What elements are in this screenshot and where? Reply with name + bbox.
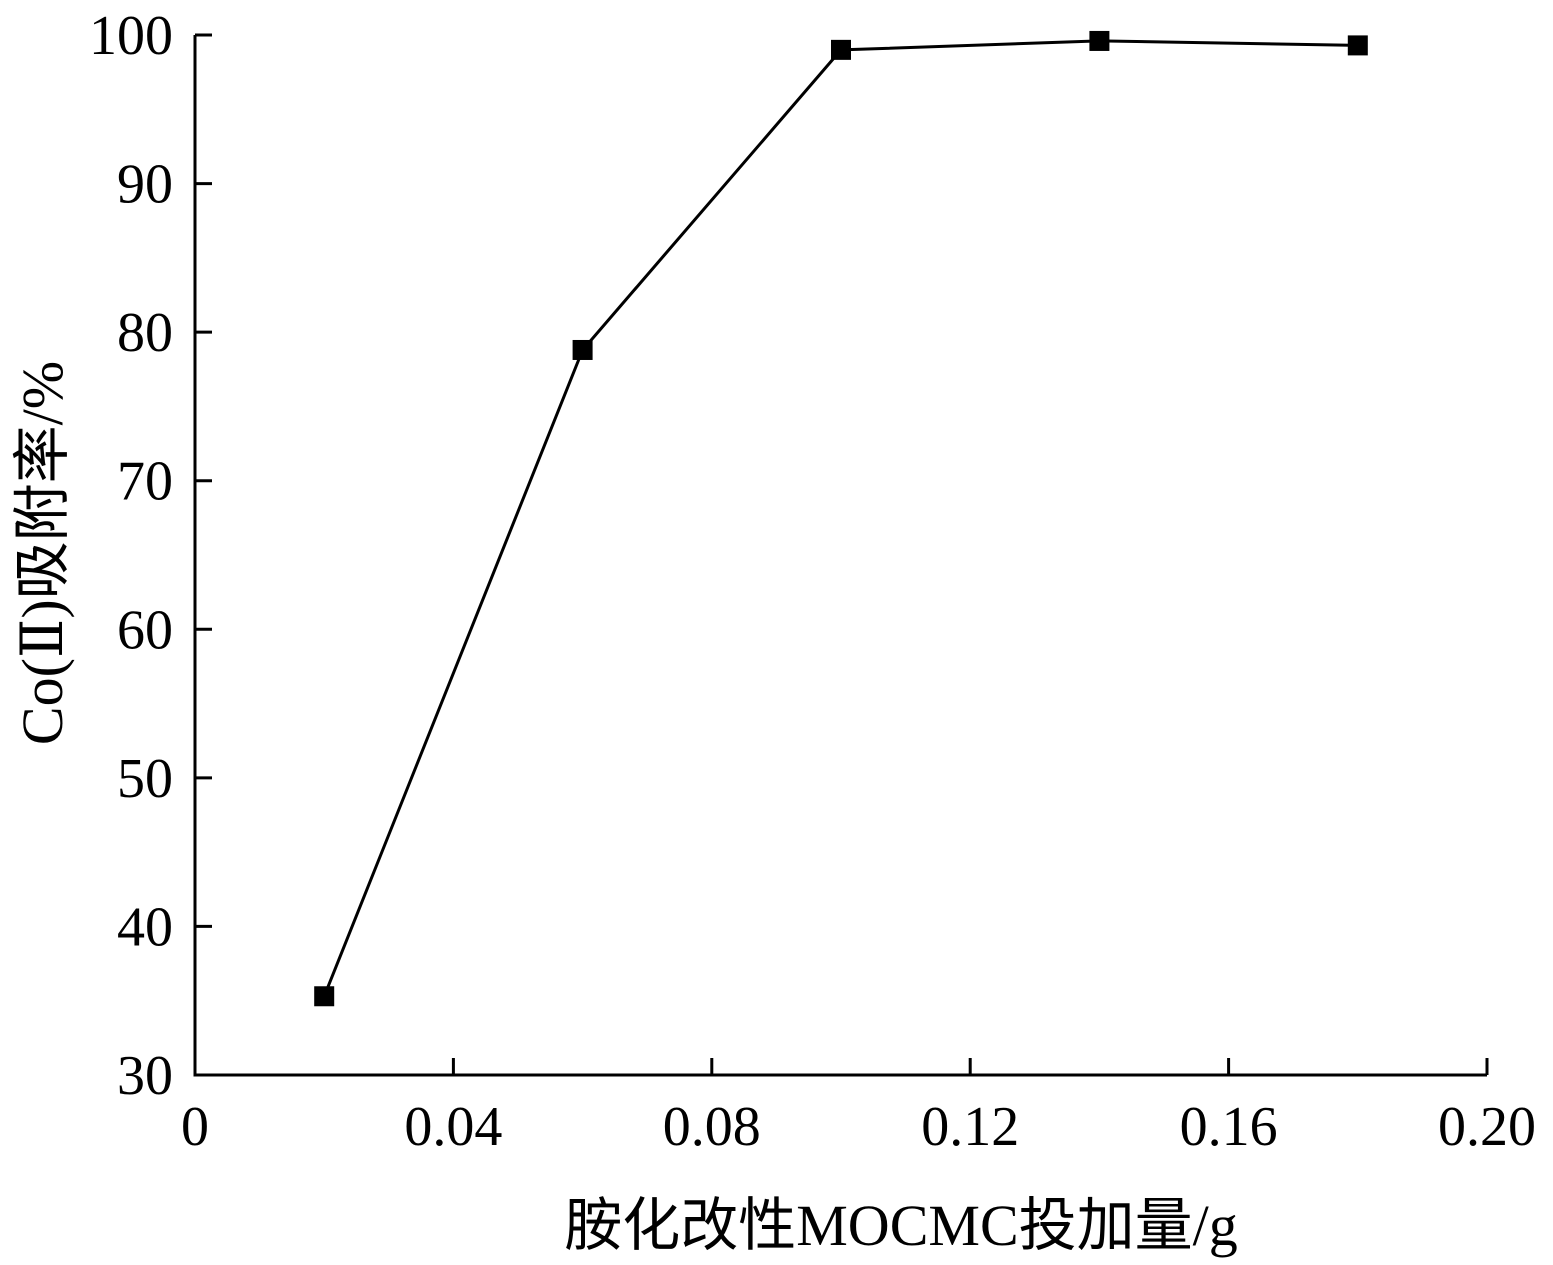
data-point [831,39,851,60]
x-tick-label: 0.08 [663,1096,761,1158]
y-tick-label: 60 [117,599,173,661]
series-group [314,30,1368,1007]
x-tick-label: 0.16 [1180,1096,1278,1158]
y-axis-title: Co(Ⅱ)吸附率/% [10,361,75,745]
series-line [322,39,1358,997]
data-point [314,986,335,1007]
data-point [1347,35,1368,56]
ticks: 30 40 50 60 70 80 90 100 0 0.04 0.08 0.12 0.16 0.20 [89,5,1536,1158]
x-axis-title: 胺化改性MOCMC投加量/g [564,1193,1238,1258]
y-tick-label: 50 [117,748,173,810]
data-point [572,339,593,360]
x-tick-label: 0 [181,1096,209,1158]
x-tick-label: 0.20 [1438,1096,1536,1158]
x-tick-label: 0.12 [921,1096,1019,1158]
y-tick-label: 90 [117,154,173,216]
y-tick-label: 40 [117,896,173,958]
y-tick-label: 70 [117,451,173,513]
y-tick-label: 80 [117,302,173,364]
y-tick-label: 100 [89,5,173,67]
y-tick-label: 30 [117,1045,173,1107]
axes [193,35,1487,1077]
x-tick-label: 0.04 [404,1096,502,1158]
data-point [1089,30,1110,51]
